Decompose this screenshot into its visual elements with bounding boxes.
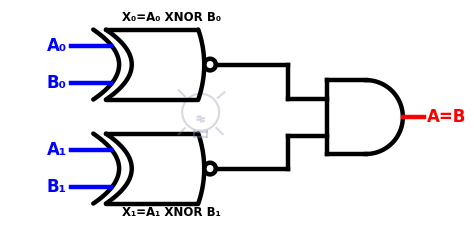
Text: A₁: A₁ — [46, 141, 67, 159]
Text: X₀=A₀ XNOR B₀: X₀=A₀ XNOR B₀ — [122, 11, 221, 24]
Text: B₀: B₀ — [47, 74, 67, 92]
Text: X₁=A₁ XNOR B₁: X₁=A₁ XNOR B₁ — [122, 207, 221, 219]
Text: A₀: A₀ — [46, 37, 67, 55]
Text: B₁: B₁ — [47, 178, 67, 197]
Text: A=B: A=B — [427, 108, 466, 126]
